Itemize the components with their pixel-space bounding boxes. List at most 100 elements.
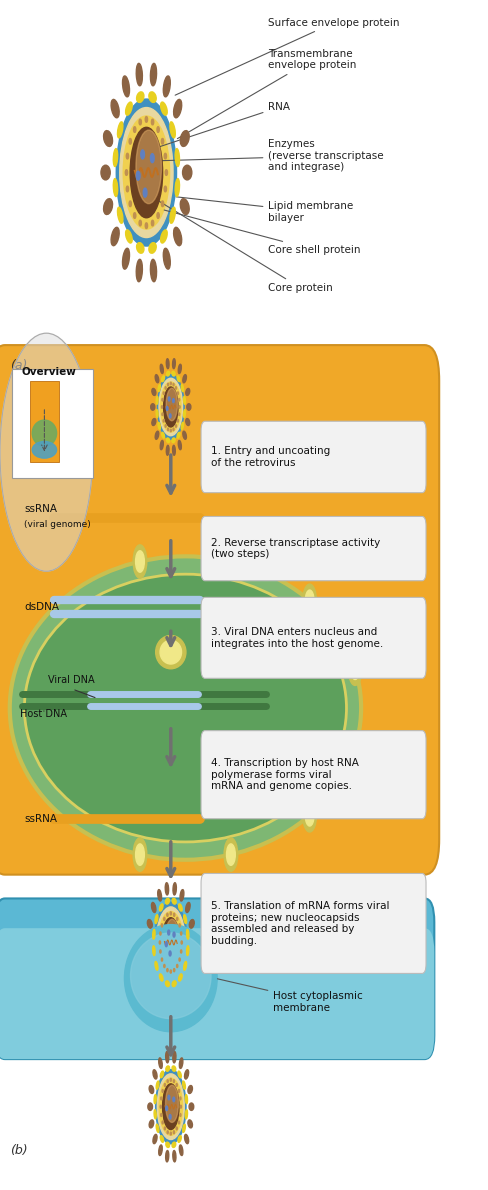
Circle shape xyxy=(176,425,177,427)
Circle shape xyxy=(164,917,165,921)
Circle shape xyxy=(145,117,147,123)
Ellipse shape xyxy=(48,459,49,462)
Circle shape xyxy=(170,1132,171,1135)
Ellipse shape xyxy=(183,431,186,439)
Ellipse shape xyxy=(156,409,158,418)
Ellipse shape xyxy=(179,904,182,912)
Circle shape xyxy=(181,950,182,953)
Ellipse shape xyxy=(0,333,93,571)
Circle shape xyxy=(161,1097,162,1100)
Ellipse shape xyxy=(166,1142,169,1147)
Ellipse shape xyxy=(173,1151,176,1161)
Ellipse shape xyxy=(183,1081,185,1089)
Ellipse shape xyxy=(45,470,46,472)
Ellipse shape xyxy=(180,199,189,214)
Ellipse shape xyxy=(226,551,235,572)
Ellipse shape xyxy=(42,403,43,406)
Ellipse shape xyxy=(137,243,144,253)
Ellipse shape xyxy=(163,249,170,269)
Ellipse shape xyxy=(226,844,235,865)
Ellipse shape xyxy=(161,230,167,243)
Ellipse shape xyxy=(158,384,161,392)
Circle shape xyxy=(179,399,180,401)
Ellipse shape xyxy=(40,455,41,457)
Ellipse shape xyxy=(153,946,155,956)
Ellipse shape xyxy=(161,102,167,115)
Circle shape xyxy=(164,964,165,967)
Text: Enzymes
(reverse transcriptase
and integrase): Enzymes (reverse transcriptase and integ… xyxy=(144,139,384,173)
Ellipse shape xyxy=(163,76,170,96)
Text: 5. Translation of mRNA forms viral
proteins; new nucleocapsids
assembled and rel: 5. Translation of mRNA forms viral prote… xyxy=(211,901,389,946)
Ellipse shape xyxy=(40,459,41,462)
Ellipse shape xyxy=(10,556,361,859)
Circle shape xyxy=(162,399,163,401)
Ellipse shape xyxy=(163,1084,179,1129)
Ellipse shape xyxy=(42,378,44,380)
Ellipse shape xyxy=(120,107,173,238)
Ellipse shape xyxy=(43,456,46,465)
Ellipse shape xyxy=(172,898,176,904)
Circle shape xyxy=(164,154,166,159)
Circle shape xyxy=(179,413,180,415)
Circle shape xyxy=(145,223,147,228)
Ellipse shape xyxy=(165,883,169,895)
Ellipse shape xyxy=(118,207,123,224)
Circle shape xyxy=(173,1079,175,1083)
Text: Core shell protein: Core shell protein xyxy=(164,209,361,255)
Ellipse shape xyxy=(49,383,50,386)
Circle shape xyxy=(181,932,182,935)
Ellipse shape xyxy=(49,395,50,397)
Circle shape xyxy=(170,1078,171,1082)
Ellipse shape xyxy=(43,456,46,464)
Circle shape xyxy=(180,1097,181,1100)
Ellipse shape xyxy=(150,259,157,282)
Circle shape xyxy=(126,154,129,159)
Ellipse shape xyxy=(113,178,118,196)
Ellipse shape xyxy=(189,920,194,928)
Ellipse shape xyxy=(130,933,211,1019)
Ellipse shape xyxy=(183,375,186,383)
Ellipse shape xyxy=(156,1070,186,1144)
Text: Viral DNA: Viral DNA xyxy=(48,676,95,685)
Ellipse shape xyxy=(181,422,183,430)
Circle shape xyxy=(170,382,171,384)
Circle shape xyxy=(160,932,161,935)
Ellipse shape xyxy=(166,371,170,376)
Ellipse shape xyxy=(130,127,163,218)
Circle shape xyxy=(166,1106,167,1110)
Ellipse shape xyxy=(188,1120,192,1128)
Circle shape xyxy=(179,923,180,927)
Circle shape xyxy=(162,923,163,927)
Text: RNA: RNA xyxy=(158,102,290,148)
Ellipse shape xyxy=(113,149,118,167)
Ellipse shape xyxy=(184,1070,189,1079)
Ellipse shape xyxy=(172,438,175,443)
Ellipse shape xyxy=(124,925,217,1032)
Ellipse shape xyxy=(40,464,41,466)
Ellipse shape xyxy=(174,227,182,245)
Ellipse shape xyxy=(305,804,314,826)
Circle shape xyxy=(134,127,136,132)
Ellipse shape xyxy=(166,358,169,369)
Ellipse shape xyxy=(47,397,48,400)
Text: (a): (a) xyxy=(10,359,27,372)
Ellipse shape xyxy=(122,76,129,96)
Ellipse shape xyxy=(303,584,317,618)
Ellipse shape xyxy=(48,464,49,466)
FancyBboxPatch shape xyxy=(0,898,434,1059)
Ellipse shape xyxy=(160,640,182,664)
Ellipse shape xyxy=(180,131,189,146)
Circle shape xyxy=(169,1115,171,1119)
Circle shape xyxy=(129,138,131,144)
Circle shape xyxy=(43,387,44,388)
FancyBboxPatch shape xyxy=(0,928,434,1059)
Ellipse shape xyxy=(165,1052,169,1063)
Ellipse shape xyxy=(133,838,147,871)
Circle shape xyxy=(159,941,161,944)
Ellipse shape xyxy=(50,389,51,392)
Ellipse shape xyxy=(116,99,177,246)
Circle shape xyxy=(179,958,180,962)
Ellipse shape xyxy=(40,400,41,403)
Ellipse shape xyxy=(45,449,46,451)
Ellipse shape xyxy=(137,92,144,102)
